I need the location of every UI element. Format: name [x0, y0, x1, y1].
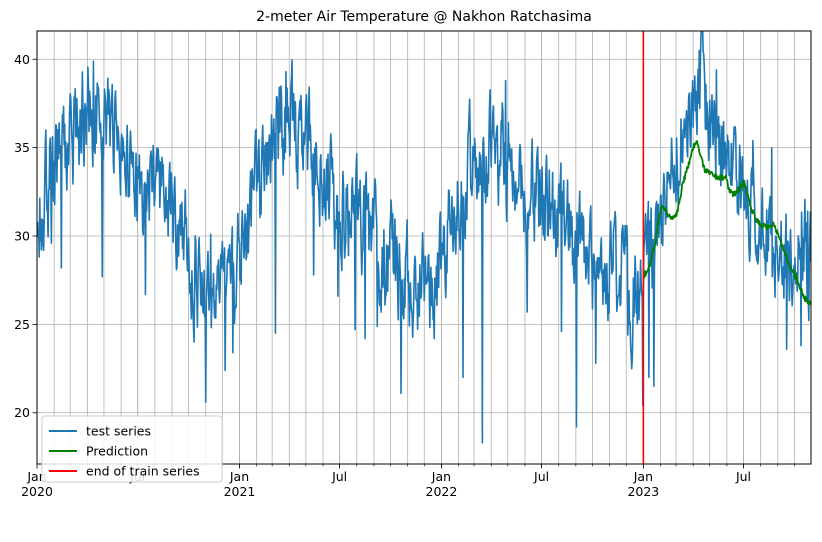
- test-series-line: [37, 31, 811, 444]
- legend-frame: [41, 415, 223, 483]
- legend-label-prediction: Prediction: [86, 444, 148, 459]
- y-tick-label: 40: [14, 52, 30, 67]
- chart-title: 2-meter Air Temperature @ Nakhon Ratchas…: [256, 9, 592, 25]
- legend-label-test-series: test series: [86, 424, 151, 439]
- x-tick-label: Jul: [331, 469, 347, 484]
- x-tick-year-label: 2022: [426, 484, 458, 499]
- series-layer: [37, 31, 811, 464]
- prediction-line: [642, 140, 811, 306]
- x-tick-label: Jul: [533, 469, 549, 484]
- y-tick-label: 20: [14, 405, 30, 420]
- x-tick-year-label: 2023: [627, 484, 659, 499]
- x-tick-label: Jul: [735, 469, 751, 484]
- legend: test series Prediction end of train seri…: [41, 415, 223, 483]
- x-tick-label: Jan: [431, 469, 451, 484]
- y-tick-label: 25: [14, 317, 30, 332]
- y-tick-label: 30: [14, 229, 30, 244]
- x-tick-year-label: 2020: [21, 484, 53, 499]
- x-axis: Jan2020JulJan2021JulJan2022JulJan2023Jul: [21, 464, 795, 499]
- legend-label-end-of-train: end of train series: [86, 464, 200, 479]
- x-tick-label: Jan: [633, 469, 653, 484]
- y-tick-label: 35: [14, 140, 30, 155]
- x-tick-year-label: 2021: [224, 484, 256, 499]
- y-axis: 20 25 30 35 40: [14, 52, 37, 420]
- x-tick-label: Jan: [229, 469, 249, 484]
